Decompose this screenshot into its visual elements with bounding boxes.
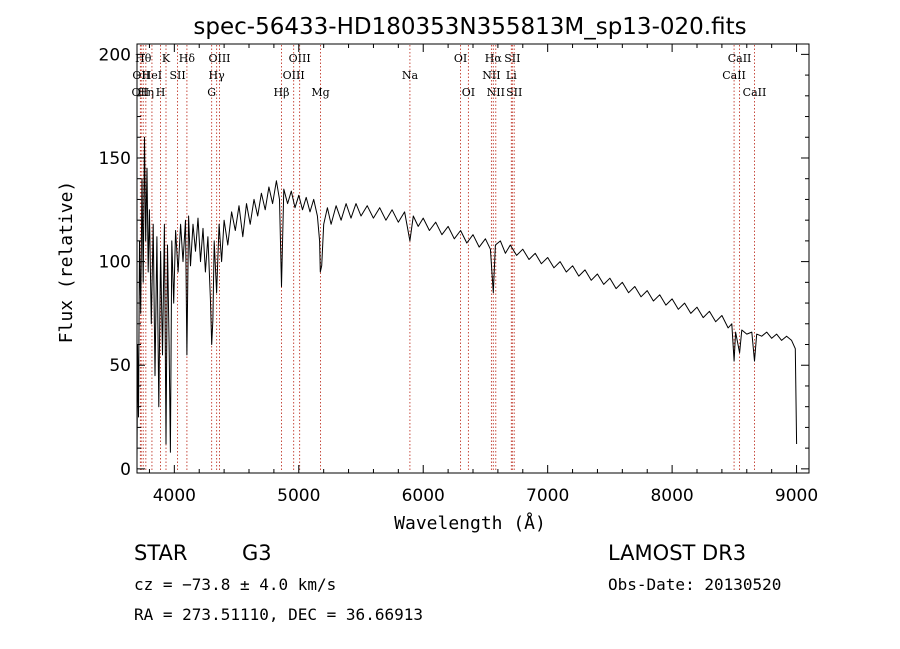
chart-title: spec-56433-HD180353N355813M_sp13-020.fit…	[193, 14, 746, 40]
y-tick-label: 100	[99, 253, 131, 273]
line-annotation-label: Li	[506, 69, 517, 82]
object-subclass: G3	[242, 541, 272, 565]
y-tick-label: 200	[99, 45, 131, 65]
x-tick-label: 6000	[402, 486, 445, 506]
y-tick-label: 150	[99, 149, 131, 169]
line-annotation-label: NII	[482, 69, 500, 82]
line-annotation-label: OIII	[289, 52, 311, 65]
line-annotation-label: OI	[454, 52, 467, 65]
line-annotation-label: SII	[506, 86, 522, 99]
x-tick-label: 7000	[526, 486, 569, 506]
plot-frame	[136, 43, 810, 474]
line-annotation-label: Hη	[138, 86, 154, 99]
coordinates-readout: RA = 273.51110, DEC = 36.66913	[134, 605, 423, 624]
line-annotation-label: OI	[462, 86, 475, 99]
line-annotation-label: OIII	[283, 69, 305, 82]
line-annotation-label: SII	[169, 69, 185, 82]
line-annotation-label: OII	[132, 86, 150, 99]
line-annotation-label: SII	[504, 52, 520, 65]
y-tick-label: 0	[120, 460, 131, 480]
y-axis-ticks: 0 50 100 150 200	[99, 45, 809, 480]
line-annotation-label: NII	[487, 86, 505, 99]
line-annotation-markers	[139, 45, 755, 472]
x-tick-label: 5000	[277, 486, 320, 506]
line-annotation-label: Hθ	[135, 52, 152, 65]
line-annotation-label: Hα	[485, 52, 503, 65]
line-annotation-label: Na	[402, 69, 419, 82]
line-annotation-label: HeI	[142, 69, 162, 82]
flux-series-line	[136, 136, 798, 459]
observation-date: Obs-Date: 20130520	[608, 575, 781, 594]
survey-name: LAMOST DR3	[608, 541, 746, 565]
line-annotation-label: CaII	[722, 69, 746, 82]
line-annotation-label: H	[156, 86, 166, 99]
line-annotation-label: Hγ	[209, 69, 226, 82]
y-tick-label: 50	[109, 356, 131, 376]
line-annotation-label: CaII	[728, 52, 752, 65]
x-axis-ticks: 4000 5000 6000 7000 8000 9000	[148, 44, 818, 506]
redshift-readout: cz = −73.8 ± 4.0 km/s	[134, 575, 336, 594]
y-axis-label: Flux (relative)	[56, 181, 77, 344]
x-axis-label: Wavelength (Å)	[394, 512, 546, 534]
x-tick-label: 9000	[775, 486, 818, 506]
line-annotation-label: OIII	[208, 52, 230, 65]
line-annotation-label: G	[207, 86, 216, 99]
line-annotation-label: Mg	[311, 86, 329, 99]
line-annotation-label: Hδ	[179, 52, 196, 65]
line-annotation-label: CaII	[743, 86, 767, 99]
x-tick-label: 8000	[650, 486, 693, 506]
line-annotation-label: K	[162, 52, 171, 65]
line-annotation-label: Hβ	[274, 86, 290, 99]
object-class: STAR	[134, 541, 187, 565]
line-annotation-labels: OIIOIIHθHηHeIHKSIIHδGHγOIIIHβOIIIOIIIMgN…	[132, 52, 767, 99]
x-tick-label: 4000	[153, 486, 196, 506]
